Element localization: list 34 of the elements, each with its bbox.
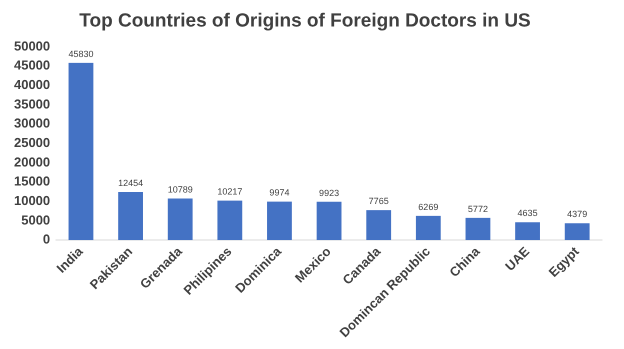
data-label: 12454 [118,178,144,188]
y-tick-label: 30000 [14,116,50,131]
y-tick-label: 25000 [14,135,50,150]
y-tick-label: 5000 [21,212,50,228]
bar [316,202,342,240]
data-label: 7765 [368,196,389,206]
data-label: 4635 [518,208,538,218]
bar [366,210,392,240]
bar [118,192,143,240]
data-label: 9923 [319,188,340,198]
bar [466,218,490,240]
data-label: 4379 [567,209,588,220]
data-label: 10217 [217,186,242,197]
data-label: 45830 [68,48,94,59]
y-tick-label: 20000 [14,154,50,170]
data-label: 10789 [168,184,193,194]
y-tick-label: 45000 [14,58,50,73]
y-tick-label: 15000 [14,174,50,189]
y-tick-label: 10000 [14,193,50,208]
data-label: 5772 [468,204,488,214]
chart-title: Top Countries of Origins of Foreign Doctors in US [79,10,531,32]
y-tick-label: 0 [42,232,50,247]
y-tick-label: 40000 [14,77,50,92]
y-tick-label: 50000 [14,38,50,54]
y-tick-label: 35000 [14,96,50,112]
bar [68,62,94,240]
bar [515,222,540,240]
data-label: 6269 [418,202,438,212]
data-label: 9974 [269,188,290,198]
bar [168,198,193,240]
bar [217,200,242,240]
bar [416,216,441,240]
bar [564,223,590,240]
bar [267,202,292,240]
